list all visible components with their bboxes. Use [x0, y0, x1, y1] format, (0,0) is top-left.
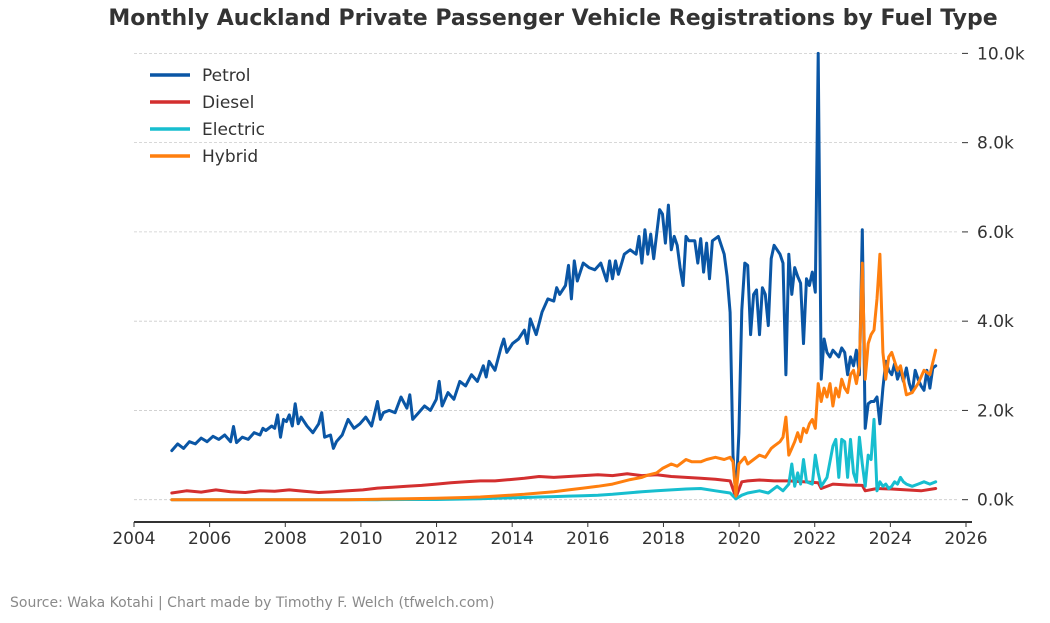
x-tick-label: 2016 — [566, 529, 609, 549]
x-tick-label: 2024 — [869, 529, 912, 549]
series-line-hybrid — [170, 252, 938, 502]
x-tick-label: 2018 — [642, 529, 685, 549]
x-tick-label: 2022 — [793, 529, 836, 549]
series-line-petrol — [170, 51, 938, 499]
x-tick-label: 2020 — [717, 529, 760, 549]
y-tick-label: 0.0k — [977, 491, 1014, 511]
chart-title: Monthly Auckland Private Passenger Vehic… — [108, 6, 998, 31]
y-tick-label: 2.0k — [977, 401, 1014, 421]
y-tick-label: 6.0k — [977, 223, 1014, 243]
legend-label-petrol: Petrol — [202, 66, 251, 86]
x-tick-label: 2026 — [944, 529, 987, 549]
legend-label-electric: Electric — [202, 120, 265, 140]
y-tick-label: 10.0k — [977, 44, 1025, 64]
y-tick-label: 4.0k — [977, 312, 1014, 332]
x-tick-label: 2010 — [339, 529, 382, 549]
y-tick-label: 8.0k — [977, 134, 1014, 154]
series-line-electric — [170, 417, 938, 502]
source-note: Source: Waka Kotahi | Chart made by Timo… — [10, 595, 495, 611]
x-tick-label: 2006 — [188, 529, 231, 549]
x-tick-label: 2008 — [264, 529, 307, 549]
x-tick-label: 2012 — [415, 529, 458, 549]
x-tick-label: 2014 — [491, 529, 534, 549]
legend-label-hybrid: Hybrid — [202, 147, 258, 167]
legend-label-diesel: Diesel — [202, 93, 254, 113]
x-tick-label: 2004 — [112, 529, 155, 549]
